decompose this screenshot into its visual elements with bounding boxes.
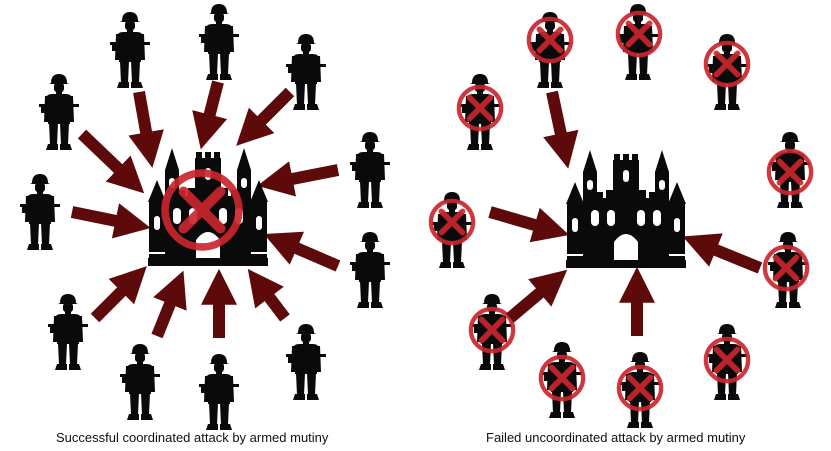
armed-soldier-icon: [432, 192, 472, 268]
armed-soldier-icon: [199, 354, 239, 430]
armed-soldier-icon: [350, 232, 390, 308]
attack-arrow-icon: [247, 268, 290, 322]
armed-soldier-icon: [350, 132, 390, 208]
arrows-group-left: [70, 80, 341, 339]
armed-soldier-icon: [20, 174, 60, 250]
attack-arrow-icon: [128, 90, 164, 168]
attack-arrow-icon: [543, 90, 579, 169]
armed-soldier-icon: [286, 34, 326, 110]
armed-soldier-icon: [48, 294, 88, 370]
armed-soldier-icon: [39, 74, 79, 150]
armed-soldier-icon: [110, 12, 150, 88]
castle-icon: [566, 150, 686, 268]
attack-arrow-icon: [77, 129, 145, 194]
armed-soldier-icon: [286, 324, 326, 400]
attack-arrow-icon: [192, 80, 228, 150]
attack-arrow-icon: [263, 231, 341, 272]
arrows-group-right: [488, 90, 763, 336]
attack-arrow-icon: [70, 203, 151, 239]
attack-arrow-icon: [151, 270, 187, 339]
armed-soldier-icon: [199, 4, 239, 80]
right-panel-caption: Failed uncoordinated attack by armed mut…: [486, 430, 746, 445]
attack-arrow-icon: [488, 206, 570, 243]
left-panel-caption: Successful coordinated attack by armed m…: [56, 430, 329, 445]
attack-arrow-icon: [506, 269, 568, 323]
attack-arrow-icon: [90, 266, 147, 323]
armed-soldier-icon: [120, 344, 160, 420]
attack-arrow-icon: [682, 233, 763, 274]
uncoordinated-attack-panel: [431, 4, 811, 428]
armed-soldier-icon: [707, 34, 747, 110]
attack-arrow-icon: [236, 87, 295, 146]
attack-arrow-icon: [257, 161, 340, 197]
coordinated-attack-panel: [20, 4, 390, 430]
